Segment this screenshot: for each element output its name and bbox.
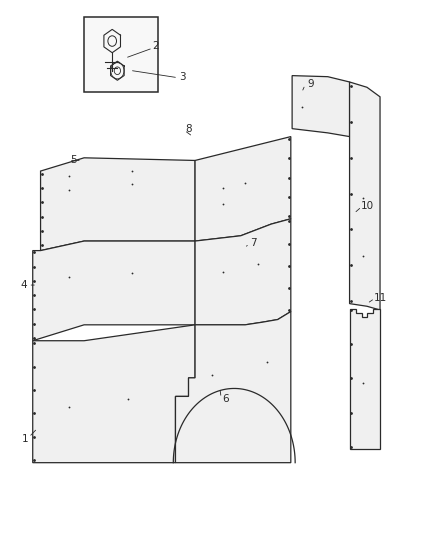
Polygon shape	[195, 136, 291, 241]
Polygon shape	[176, 312, 291, 463]
Polygon shape	[195, 219, 291, 325]
Text: 8: 8	[185, 124, 192, 134]
Text: 4: 4	[21, 280, 27, 290]
Text: 7: 7	[251, 238, 257, 248]
Text: 2: 2	[152, 42, 159, 52]
Polygon shape	[41, 158, 195, 251]
Polygon shape	[350, 82, 380, 310]
Text: 6: 6	[222, 394, 229, 404]
Polygon shape	[350, 309, 380, 449]
Text: 11: 11	[374, 293, 387, 303]
Text: 5: 5	[70, 156, 77, 165]
Polygon shape	[292, 76, 350, 136]
Text: 10: 10	[360, 200, 374, 211]
Text: 1: 1	[22, 434, 28, 444]
Text: 9: 9	[307, 78, 314, 88]
Text: 3: 3	[179, 71, 185, 82]
Bar	[84, 17, 158, 92]
Polygon shape	[33, 241, 195, 341]
Polygon shape	[33, 325, 195, 463]
